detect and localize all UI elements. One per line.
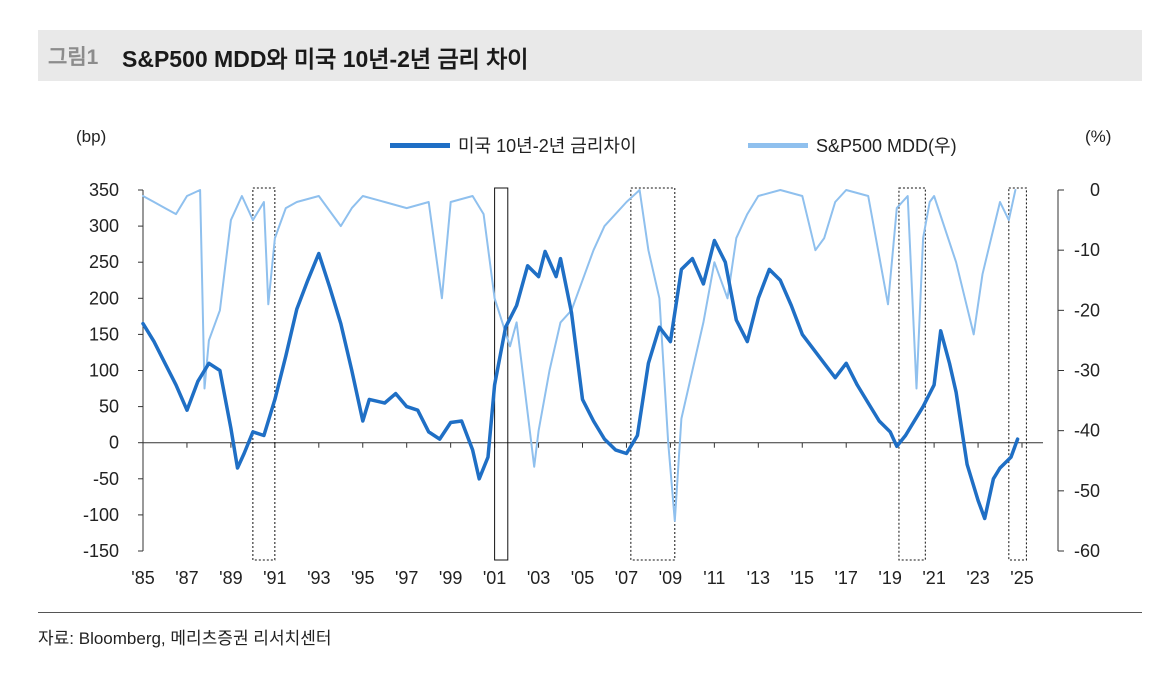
chart-svg: 350 300 250 200 150 100 50 0 -50 -100 -150 0 -10 -20 -… (83, 180, 1100, 588)
x-tick-label: '09 (659, 568, 682, 588)
left-tick-label: 200 (89, 288, 119, 308)
series-line-spread (141, 238, 1020, 521)
right-axis-unit: (%) (1085, 127, 1112, 146)
x-tick-label: '05 (571, 568, 594, 588)
left-axis-unit: (bp) (76, 127, 107, 146)
right-tick-label: -60 (1074, 541, 1100, 561)
left-tick-label: 350 (89, 180, 119, 200)
x-tick-label: '21 (922, 568, 945, 588)
source-note: 자료: Bloomberg, 메리츠증권 리서치센터 (38, 629, 332, 648)
highlight-period-box (494, 187, 509, 561)
x-tick-label: '19 (878, 568, 901, 588)
left-tick-label: 250 (89, 252, 119, 272)
left-tick-label: 0 (109, 433, 119, 453)
x-tick-label: '03 (527, 568, 550, 588)
source-divider (38, 612, 1142, 613)
series-line-mdd (142, 189, 1017, 522)
x-tick-label: '97 (395, 568, 418, 588)
figure-title-bar: 그림1 S&P500 MDD와 미국 10년-2년 금리 차이 (38, 30, 1142, 81)
left-tick-label: 300 (89, 216, 119, 236)
highlight-period-box (1008, 187, 1027, 561)
x-tick-label: '87 (175, 568, 198, 588)
left-tick-label: 100 (89, 361, 119, 381)
right-tick-label: -20 (1074, 300, 1100, 320)
x-tick-label: '91 (263, 568, 286, 588)
figure-number: 그림1 (48, 46, 99, 69)
left-tick-label: 150 (89, 324, 119, 344)
x-tick-label: '13 (747, 568, 770, 588)
left-tick-label: 50 (99, 397, 119, 417)
right-tick-label: 0 (1090, 180, 1100, 200)
x-tick-label: '89 (219, 568, 242, 588)
left-tick-label: -150 (83, 541, 119, 561)
left-tick-label: -50 (93, 469, 119, 489)
x-tick-label: '07 (615, 568, 638, 588)
right-tick-label: -40 (1074, 421, 1100, 441)
legend-label-spread: 미국 10년-2년 금리차이 (458, 136, 637, 156)
x-tick-label: '23 (966, 568, 989, 588)
x-tick-label: '25 (1010, 568, 1033, 588)
x-tick-label: '17 (834, 568, 857, 588)
right-tick-label: -30 (1074, 361, 1100, 381)
right-tick-label: -50 (1074, 481, 1100, 501)
x-tick-label: '11 (703, 568, 725, 588)
highlight-period-box (252, 187, 276, 561)
right-tick-label: -10 (1074, 240, 1100, 260)
x-tick-label: '93 (307, 568, 330, 588)
figure-title: S&P500 MDD와 미국 10년-2년 금리 차이 (122, 46, 529, 72)
legend-swatch-spread (390, 142, 450, 148)
x-tick-label: '85 (131, 568, 154, 588)
highlight-period-box (898, 187, 926, 561)
x-tick-label: '15 (791, 568, 814, 588)
x-tick-label: '99 (439, 568, 462, 588)
legend-item-mdd: S&P500 MDD(우) (748, 132, 957, 158)
legend-swatch-mdd (748, 142, 808, 148)
legend-label-mdd: S&P500 MDD(우) (816, 136, 957, 156)
left-tick-label: -100 (83, 505, 119, 525)
highlight-period-box (630, 187, 676, 561)
legend-item-spread: 미국 10년-2년 금리차이 (390, 132, 637, 158)
x-tick-label: '01 (483, 568, 506, 588)
x-tick-label: '95 (351, 568, 374, 588)
